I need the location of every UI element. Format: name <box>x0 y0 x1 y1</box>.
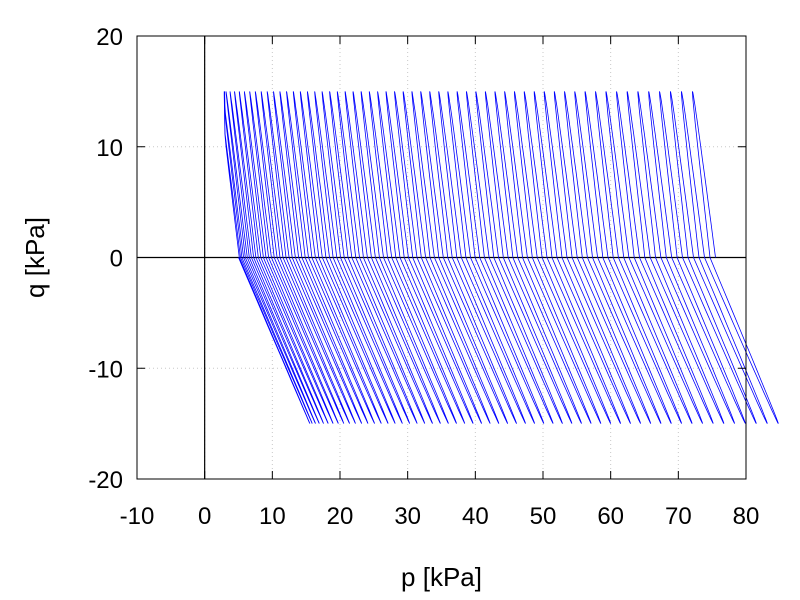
y-axis-label: q [kPa] <box>20 217 50 298</box>
x-tick-label: 60 <box>597 503 624 530</box>
x-tick-label: 0 <box>198 503 211 530</box>
x-tick-label: 40 <box>462 503 489 530</box>
x-tick-label: 70 <box>665 503 692 530</box>
x-tick-label: 80 <box>733 503 760 530</box>
y-tick-label: 20 <box>96 24 123 51</box>
x-tick-label: 50 <box>530 503 557 530</box>
x-tick-group: -10 0 10 20 30 40 50 60 70 80 <box>120 36 760 530</box>
zero-lines <box>137 36 746 479</box>
y-tick-label: -20 <box>88 467 123 494</box>
stress-path-series <box>223 91 779 424</box>
x-tick-label: 30 <box>394 503 421 530</box>
y-tick-label: 10 <box>96 135 123 162</box>
x-tick-label: 10 <box>259 503 286 530</box>
series-group <box>223 91 779 424</box>
x-axis-label: p [kPa] <box>401 562 482 592</box>
y-tick-label: 0 <box>110 246 123 273</box>
x-tick-label: -10 <box>120 503 155 530</box>
y-tick-group: -20 -10 0 10 20 <box>88 24 746 494</box>
y-tick-label: -10 <box>88 356 123 383</box>
x-tick-label: 20 <box>327 503 354 530</box>
